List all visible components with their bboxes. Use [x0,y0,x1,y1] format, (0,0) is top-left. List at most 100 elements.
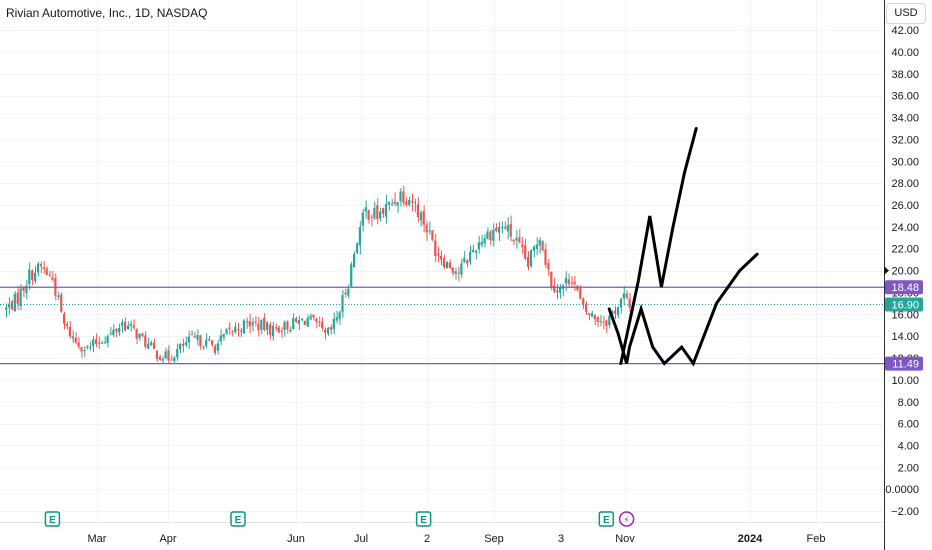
drawing-path-2[interactable] [619,127,698,365]
candle-body [442,258,446,268]
candle-body [376,205,379,219]
last-price-badge-label: 16.90 [891,299,919,311]
earnings-event-label: E [603,515,610,526]
candle-body [585,303,588,312]
candle-body [440,255,443,260]
level-badge-1[interactable] [885,280,923,295]
candle-body [263,317,266,331]
candle-body [500,227,504,229]
candle-body [25,285,28,294]
candle-body [245,321,248,323]
candle-body [164,351,167,359]
price-tick-label: 0.0000 [885,484,919,496]
candle-body [297,320,301,324]
candle-body [86,346,89,348]
candle-body [567,279,570,285]
candle-body [144,335,147,347]
candle-body [547,262,550,270]
candle-body [457,272,460,274]
candle-body [22,286,25,291]
candle-body [158,356,161,360]
candle-body [199,335,202,347]
candle-body [489,231,492,241]
earnings-event-icon[interactable] [415,511,432,527]
candle-body [422,211,425,225]
level-badge-2[interactable] [885,356,923,371]
candle-body [51,277,54,281]
earnings-event-icon[interactable] [230,511,246,527]
candle-body [382,208,385,214]
level-badge-2-label: 11.49 [892,359,919,371]
candle-body [355,243,359,253]
candle-body [483,238,486,244]
candle-body [42,267,45,269]
candle-body [210,340,214,345]
candle-body [77,342,80,347]
candle-body [129,323,132,326]
candle-body [31,270,34,280]
drawing-path-1[interactable] [607,252,759,367]
candle-body [503,227,506,229]
candle-body [524,245,527,259]
price-tick-label: 32.00 [891,134,919,146]
chart-title: Rivian Automotive, Inc., 1D, NASDAQ [6,6,208,20]
price-tick-label: 42.00 [891,25,919,37]
candle-body [118,327,121,333]
candle-body [83,350,86,352]
earnings-event-icon[interactable] [598,511,615,527]
candle-body [437,253,440,256]
candle-body [474,250,477,253]
price-tick-label: 10.00 [891,375,919,387]
candle-body [614,310,617,314]
candle-body [608,315,611,326]
candle-body [181,343,185,346]
candle-body [202,347,205,349]
candle-body [234,326,237,333]
candle-body [266,322,269,330]
candle-body [556,290,559,293]
candle-body [332,318,335,330]
candle-body [239,330,243,332]
candle-body [590,313,593,317]
price-tick-label: 6.00 [898,419,919,431]
candle-body [196,335,199,340]
candle-body [326,328,330,334]
candle-body [480,241,483,245]
candle-body [428,230,431,232]
candle-body [106,335,109,344]
candle-body [13,293,16,312]
price-tick-label: 20.00 [891,266,919,278]
candle-body [596,317,599,323]
candle-body [364,207,367,212]
currency-button[interactable]: USD [886,3,926,24]
candle-body [36,263,40,273]
candle-body [529,250,533,267]
candle-body [605,320,608,327]
candle-body [370,217,373,219]
event-lightning-icon[interactable] [618,511,635,527]
candle-body [550,271,553,288]
candle-body [425,224,428,233]
candle-body [338,312,341,320]
candle-body [254,321,257,323]
candle-body [295,318,298,322]
candle-body [460,263,463,275]
price-tick-label: 26.00 [891,200,919,212]
last-price-badge[interactable] [885,297,923,312]
candle-body [167,350,170,361]
candle-body [170,359,173,361]
candle-body [622,293,625,299]
candle-body [176,349,179,358]
earnings-event-icon[interactable] [44,511,61,527]
candle-body [515,237,518,241]
time-tick-label: 2024 [738,533,763,545]
candle-body [19,288,22,307]
price-tick-label: 22.00 [891,244,919,256]
candle-body [121,322,124,326]
price-scale-marker-icon [884,266,889,275]
candle-body [63,313,66,324]
candle-body [353,254,356,268]
time-tick-label: Sep [484,533,504,545]
